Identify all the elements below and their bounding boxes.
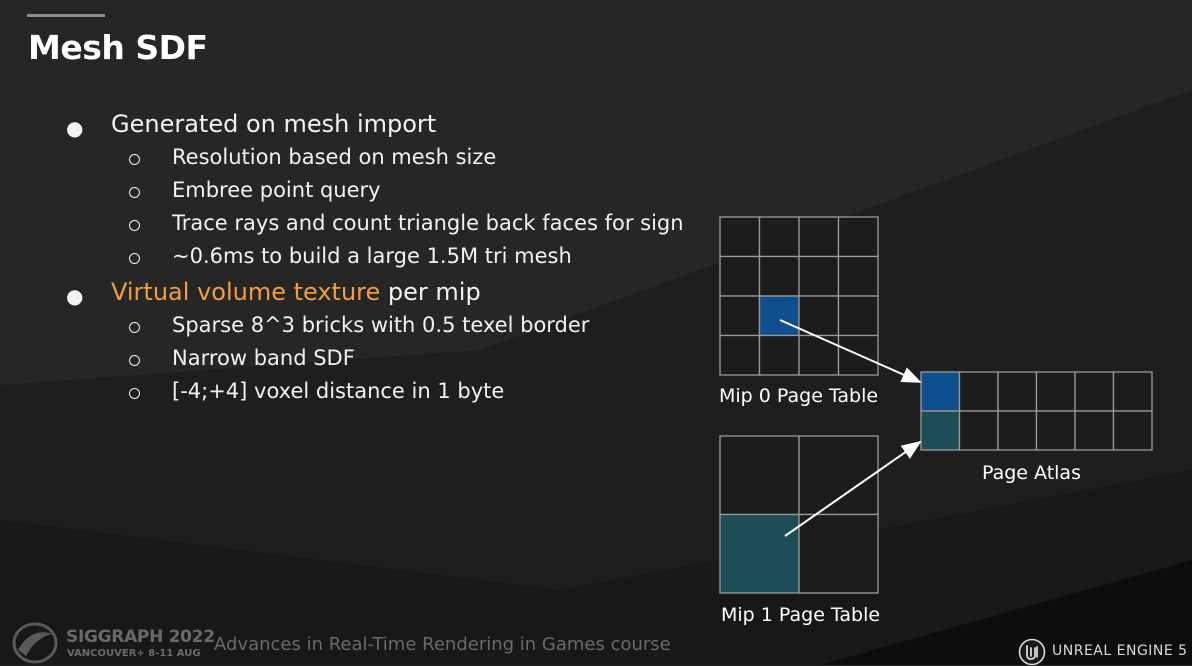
grid-cell [837,255,879,297]
sub-bullet-circle [129,322,140,333]
sub-bullet-circle [129,154,140,165]
grid-cell [1074,410,1115,451]
grid-cell [758,255,800,297]
mip1-to-atlas-arrow [784,440,922,537]
grid-cell [719,216,761,258]
grid-cell [719,295,761,337]
grid-cell [798,334,840,376]
grid-cell [837,295,879,337]
sub-bullet-1-1: Resolution based on mesh size [172,145,497,169]
grid-cell [758,334,800,376]
bullet-1: Generated on mesh import [111,110,436,138]
siggraph-logo-icon [12,622,58,664]
top-rule [27,14,105,17]
grid-cell [1035,371,1076,412]
grid-cell [997,371,1038,412]
mip0-page-table-grid [719,216,879,376]
grid-cell [719,334,761,376]
grid-cell-filled [920,410,961,451]
grid-cell [1074,371,1115,412]
conference-name: SIGGRAPH 2022 [66,627,215,647]
bullet-dot: ● [66,284,84,308]
bullet-2: Virtual volume texture per mip [111,278,481,306]
mip0-to-atlas-arrow [779,319,922,383]
grid-cell [798,255,840,297]
sub-bullet-circle [129,355,140,366]
atlas-label: Page Atlas [982,462,1081,484]
bullet-2-text: per mip [380,278,481,306]
grid-cell [798,435,879,516]
sub-bullet-circle [129,388,140,399]
sub-bullet-2-1: Sparse 8^3 bricks with 0.5 texel border [172,313,590,337]
grid-cell [1112,371,1153,412]
grid-cell [997,410,1038,451]
grid-cell [719,255,761,297]
sub-bullet-1-2: Embree point query [172,178,381,202]
grid-cell-filled [758,295,800,337]
bullet-2-highlight: Virtual volume texture [111,278,381,306]
sub-bullet-1-3: Trace rays and count triangle back faces… [172,211,684,235]
unreal-engine-logo-icon [1018,638,1046,666]
grid-cell [958,371,999,412]
mip0-label: Mip 0 Page Table [719,385,879,407]
grid-cell [958,410,999,451]
engine-name: UNREAL ENGINE 5 [1052,643,1188,659]
grid-cell-filled [719,513,800,594]
grid-cell [837,216,879,258]
conference-location: VANCOUVER+ 8-11 AUG [67,648,201,659]
sub-bullet-circle [129,253,140,264]
sub-bullet-2-3: [-4;+4] voxel distance in 1 byte [172,379,505,403]
mip1-page-table-grid [719,435,879,594]
page-atlas-grid [920,371,1153,451]
grid-cell [798,513,879,594]
sub-bullet-2-2: Narrow band SDF [172,346,355,370]
course-name: Advances in Real-Time Rendering in Games… [214,634,671,655]
grid-cell [719,435,800,516]
grid-cell [1112,410,1153,451]
sub-bullet-circle [129,187,140,198]
bullet-1-text: Generated on mesh import [111,110,437,138]
grid-cell-filled [920,371,961,412]
sub-bullet-1-4: ~0.6ms to build a large 1.5M tri mesh [172,244,572,268]
bullet-dot: ● [66,116,84,140]
grid-cell [798,216,840,258]
grid-cell [1035,410,1076,451]
mip1-label: Mip 1 Page Table [721,604,881,626]
sub-bullet-circle [129,220,140,231]
grid-cell [758,216,800,258]
slide-title: Mesh SDF [28,28,208,67]
grid-cell [798,295,840,337]
